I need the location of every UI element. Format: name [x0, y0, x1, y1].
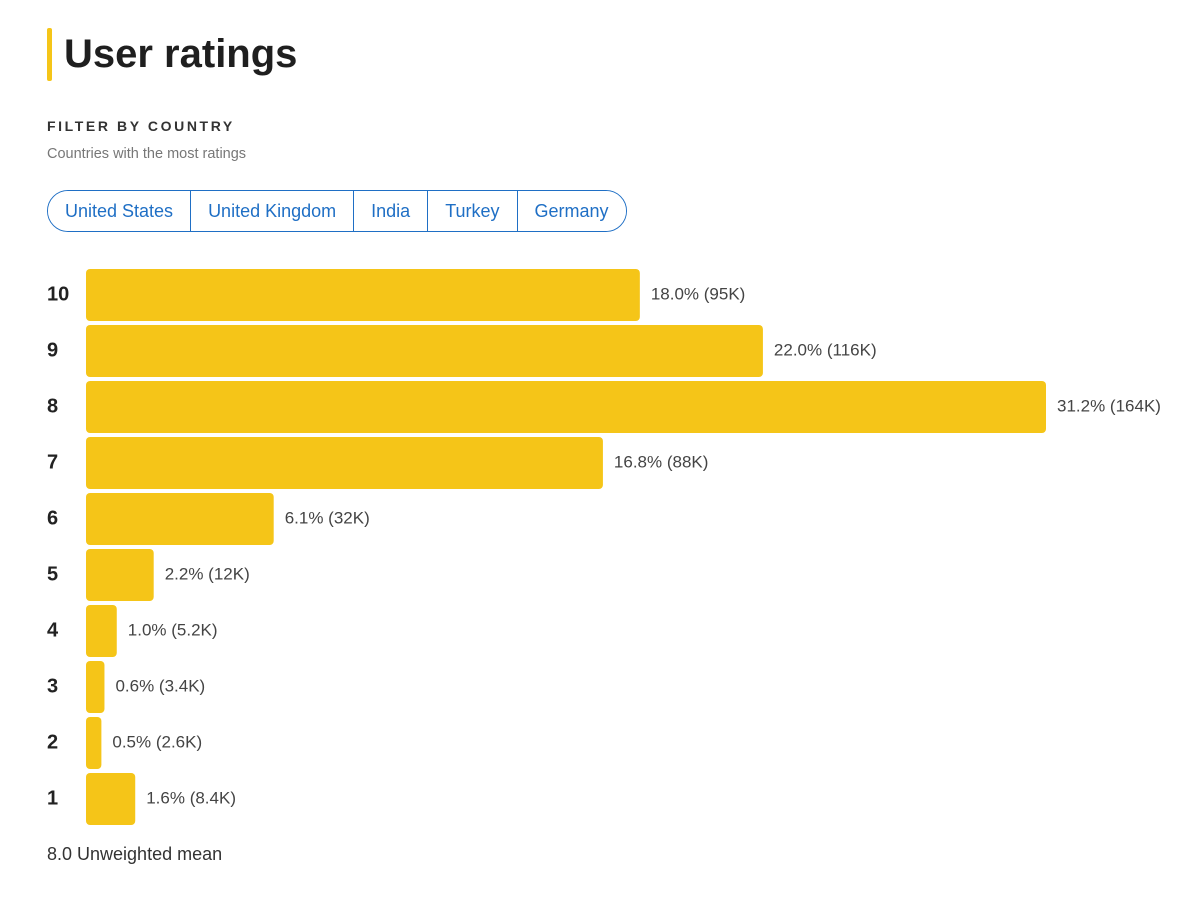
mean-note: 8.0 Unweighted mean: [47, 844, 223, 864]
country-filter: United States United Kingdom India Turkey Ge…: [47, 190, 627, 232]
value-label: 1.6% (8.4K): [146, 788, 236, 807]
filter-label: FILTER BY COUNTRY: [47, 118, 235, 134]
country-button[interactable]: United States: [48, 191, 191, 231]
bar: [86, 717, 102, 769]
rating-label: 7: [47, 451, 58, 473]
value-label: 31.2% (164K): [1057, 396, 1161, 415]
value-label: 1.0% (5.2K): [128, 620, 218, 639]
bar: [86, 661, 105, 713]
value-label: 16.8% (88K): [614, 452, 709, 471]
value-label: 2.2% (12K): [165, 564, 250, 583]
page-title: User ratings: [64, 32, 298, 76]
bar: [86, 325, 763, 377]
rating-label: 10: [47, 283, 69, 305]
bar: [86, 269, 640, 321]
country-button[interactable]: India: [353, 191, 428, 231]
value-label: 18.0% (95K): [651, 284, 746, 303]
rating-label: 8: [47, 395, 58, 417]
rating-label: 9: [47, 339, 58, 361]
bar: [86, 437, 603, 489]
rating-label: 1: [47, 787, 58, 809]
rating-chart: 10 18.0% (95K) 9 22.0% (116K) 8 31.2% (164K) 7…: [47, 269, 1161, 825]
bar: [86, 493, 274, 545]
country-button[interactable]: Turkey: [427, 191, 517, 231]
country-button[interactable]: United Kingdom: [190, 191, 354, 231]
rating-label: 5: [47, 563, 58, 585]
value-label: 0.5% (2.6K): [112, 732, 202, 751]
title-accent: [47, 28, 52, 81]
value-label: 0.6% (3.4K): [115, 676, 205, 695]
rating-label: 3: [47, 675, 58, 697]
rating-label: 4: [47, 619, 59, 641]
country-button[interactable]: Germany: [516, 191, 626, 231]
bar: [86, 605, 117, 657]
rating-label: 6: [47, 507, 58, 529]
value-label: 6.1% (32K): [285, 508, 370, 527]
bar: [86, 773, 136, 825]
filter-subtitle: Countries with the most ratings: [47, 146, 247, 162]
rating-label: 2: [47, 731, 58, 753]
value-label: 22.0% (116K): [774, 340, 877, 359]
bar: [86, 549, 154, 601]
bar: [86, 381, 1046, 433]
